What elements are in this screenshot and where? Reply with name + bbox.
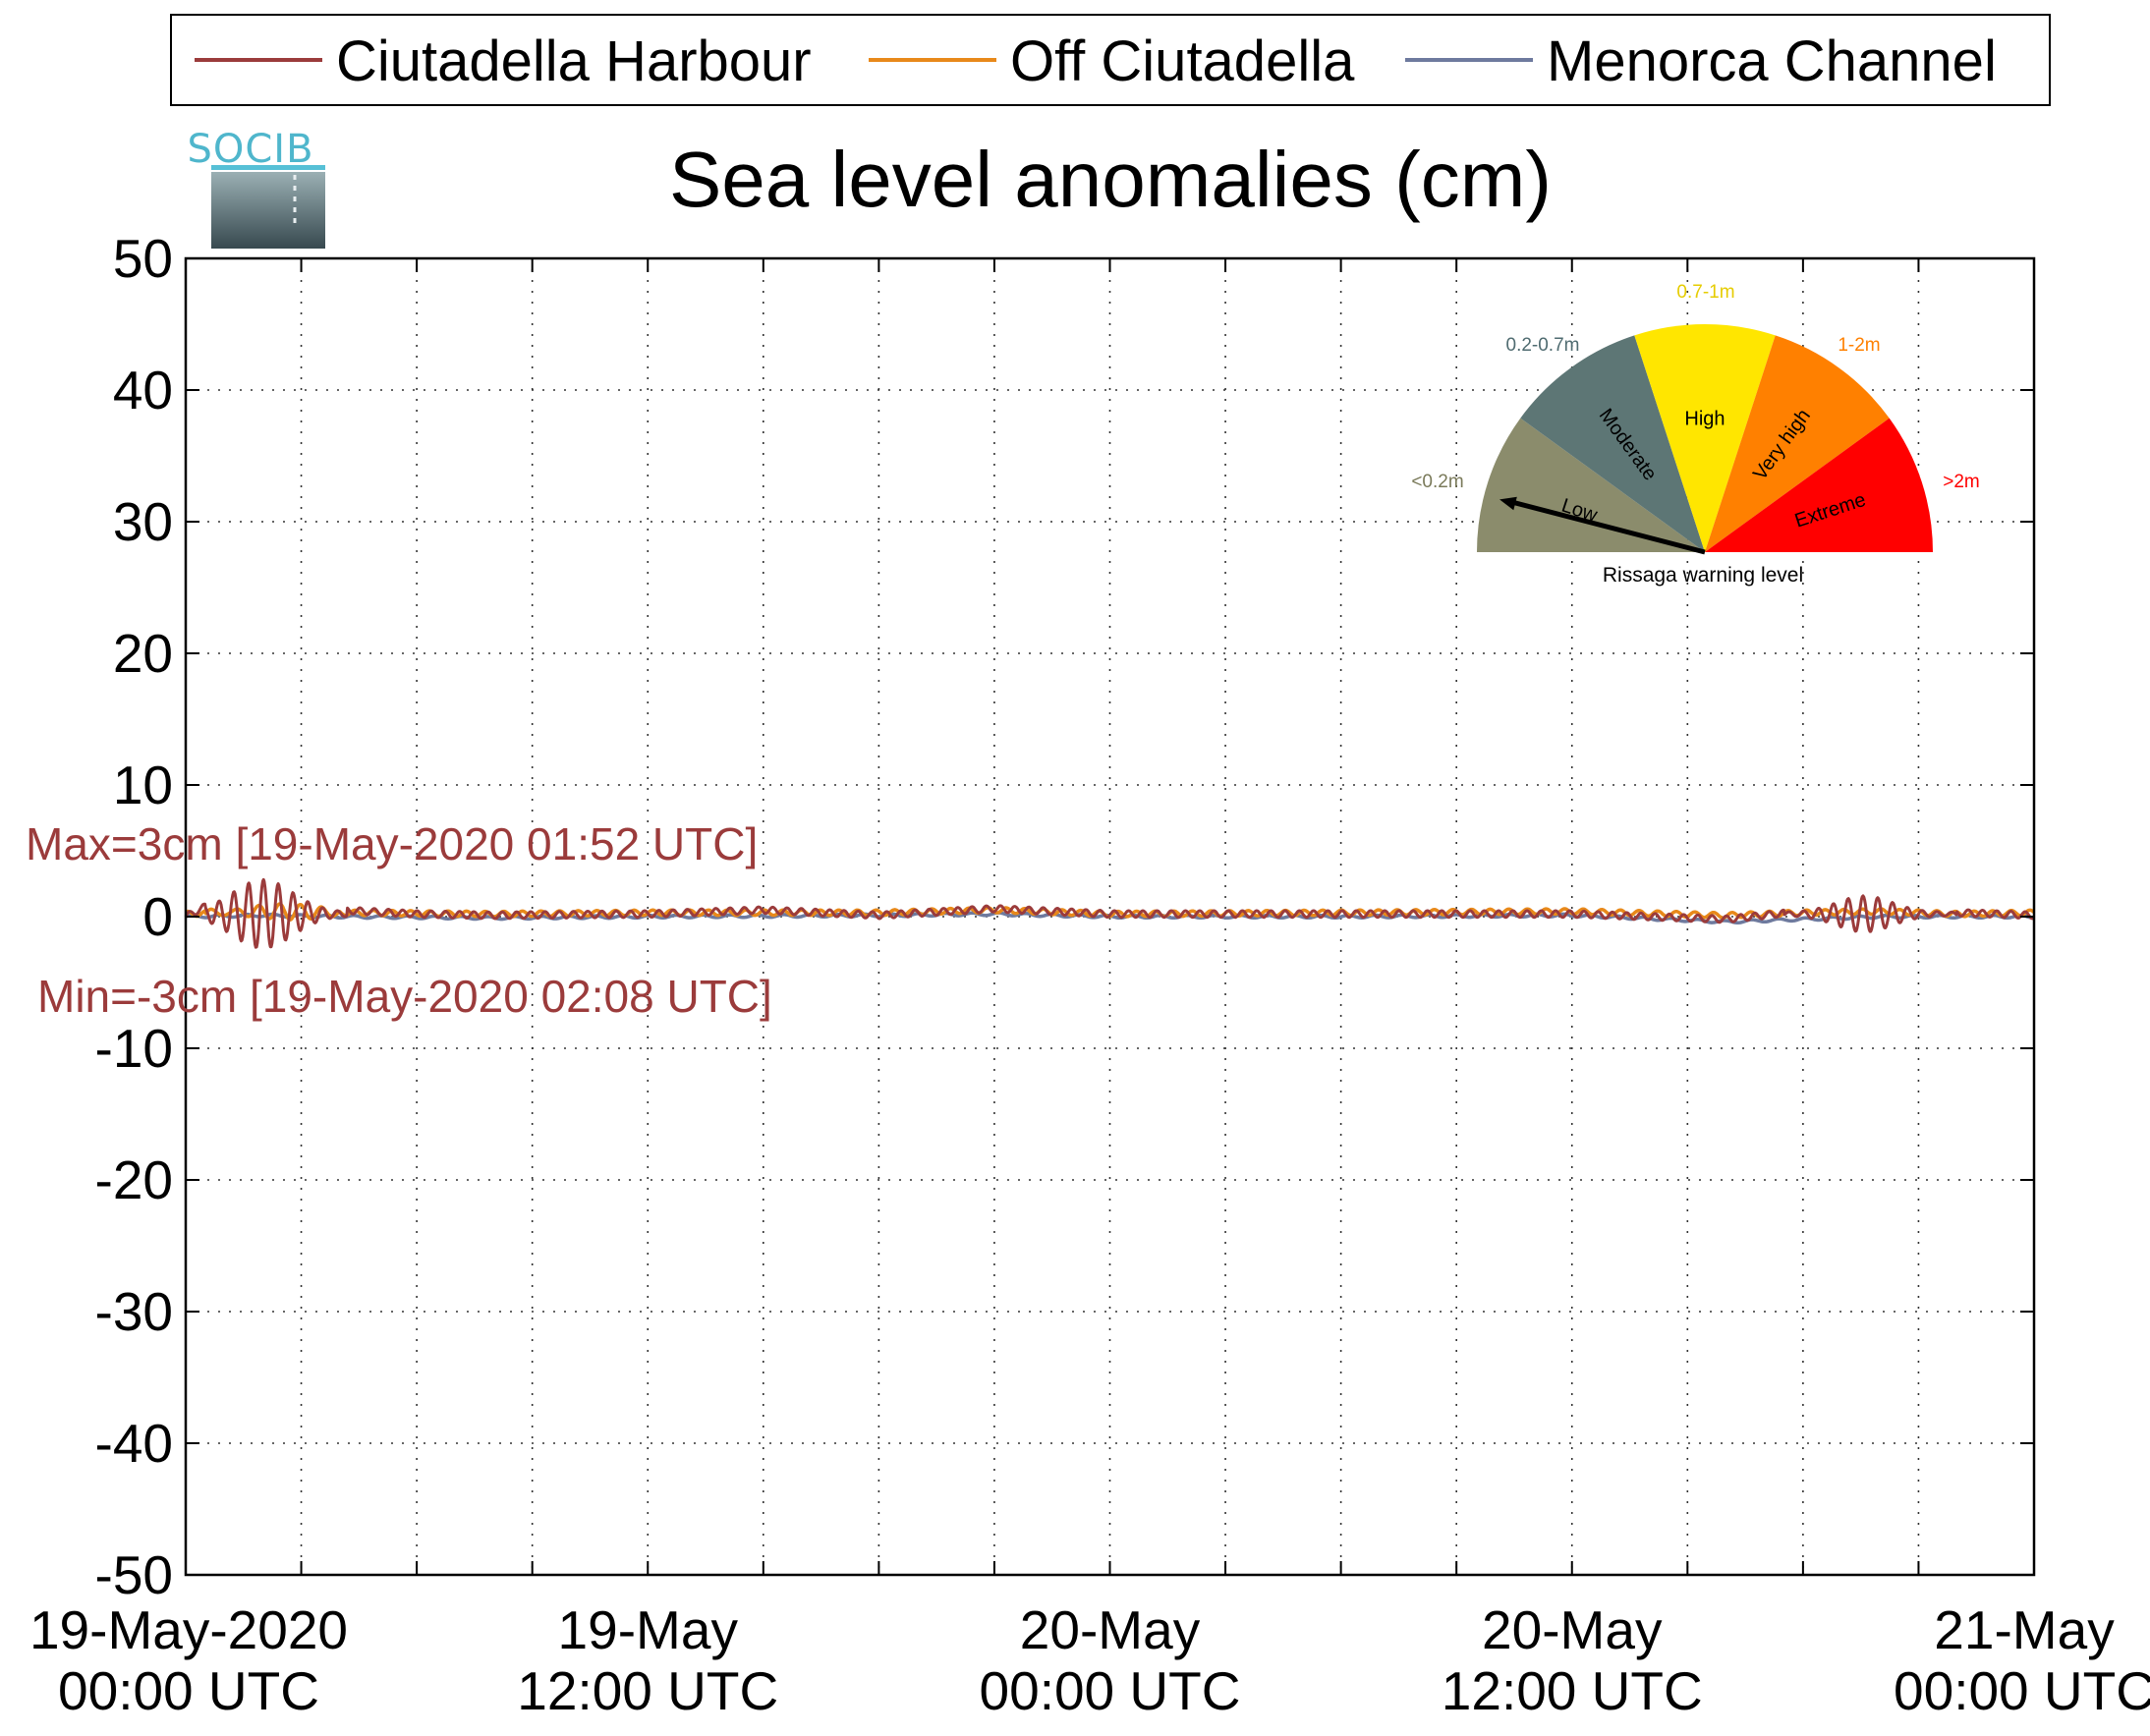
x-tick-date: 19-May [558,1599,739,1660]
legend-label: Off Ciutadella [1010,29,1355,93]
gauge-range-label: 0.2-0.7m [1506,335,1580,356]
gauge-sector [1477,418,1705,552]
y-tick-label: 40 [113,360,173,420]
x-tick-time: 12:00 UTC [517,1660,778,1721]
y-tick-label: -20 [95,1149,174,1210]
x-tick-date: 19-May-2020 [29,1599,348,1660]
y-tick-labels: 50 40 30 20 10 0 -10 -20 -30 -40 -50 [95,228,174,1605]
gauge-sector [1705,335,1890,552]
legend-label: Ciutadella Harbour [336,29,812,93]
y-tick-label: -10 [95,1018,174,1079]
legend-box [170,14,2051,106]
gauge-range-label: <0.2m [1411,472,1463,492]
y-tick-label: -50 [95,1544,174,1605]
x-tick-date: 20-May [1020,1599,1201,1660]
max-annotation: Max=3cm [19-May-2020 01:52 UTC] [26,818,758,869]
y-tick-label: -30 [95,1281,174,1342]
gauge-range-label: 0.7-1m [1676,282,1734,303]
socib-logo: SOCIB [187,127,325,249]
y-tick-label: 10 [113,755,173,815]
logo-band [211,165,325,170]
x-tick-time: 00:00 UTC [58,1660,319,1721]
gauge-range-label: 1-2m [1838,335,1880,356]
gauge-needle-head [1499,496,1517,511]
y-tick-label: 0 [142,886,173,947]
x-tick-time: 00:00 UTC [1894,1660,2150,1721]
y-tick-label: 20 [113,623,173,684]
x-tick-time: 12:00 UTC [1442,1660,1703,1721]
y-tick-label: 50 [113,228,173,289]
logo-block [211,172,325,249]
y-tick-label: 30 [113,491,173,552]
gauge-caption: Rissaga warning level [1603,564,1803,587]
ticks [185,257,2035,1576]
legend-label: Menorca Channel [1547,29,1997,93]
legend: Ciutadella Harbour Off Ciutadella Menorca … [170,14,2051,106]
gauge-category-label: High [1684,409,1725,430]
chart-title: Sea level anomalies (cm) [669,136,1552,223]
x-tick-date: 21-May [1934,1599,2115,1660]
gauge-sector [1634,324,1776,552]
x-tick-date: 20-May [1482,1599,1663,1660]
gauge-sector [1705,418,1933,552]
gauge-range-label: >2m [1943,472,1980,492]
y-tick-label: -40 [95,1413,174,1474]
gauge-sector [1520,335,1705,552]
series-line-0 [184,877,2035,949]
min-annotation: Min=-3cm [19-May-2020 02:08 UTC] [37,971,772,1022]
gauge-needle [1508,498,1706,555]
logo-text: SOCIB [187,127,313,172]
x-tick-time: 00:00 UTC [980,1660,1241,1721]
series-lines [184,877,2036,949]
